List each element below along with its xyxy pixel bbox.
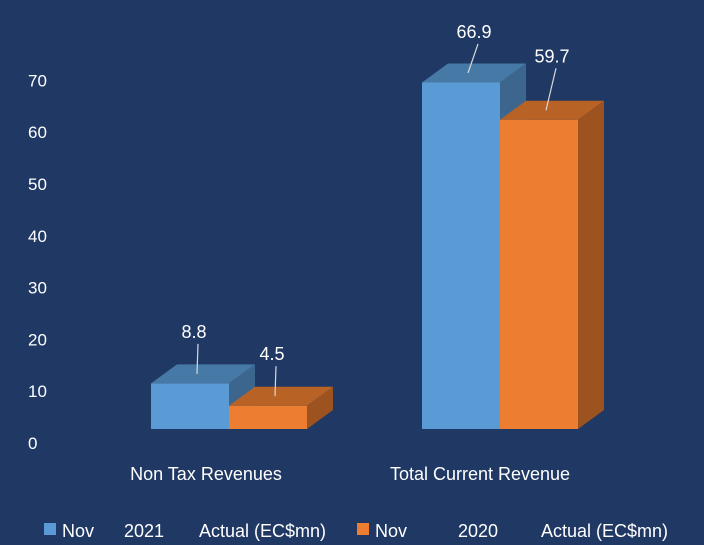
bar-top	[151, 364, 255, 384]
bars	[151, 43, 604, 429]
bar	[500, 100, 604, 429]
y-tick-label: 50	[28, 175, 47, 194]
data-label: 59.7	[534, 46, 569, 66]
legend-label-part: 2021	[124, 521, 164, 541]
legend-label-part: Actual (EC$mn)	[199, 521, 326, 541]
bar-side	[578, 100, 604, 429]
y-tick-label: 70	[28, 71, 47, 90]
bar-side	[307, 386, 333, 429]
data-label: 66.9	[456, 22, 491, 42]
bar-front	[229, 405, 307, 429]
y-tick-label: 20	[28, 330, 47, 349]
y-tick-label: 10	[28, 382, 47, 401]
bar	[229, 386, 333, 429]
legend-label: Nov 2021 Actual (EC$mn)	[62, 521, 326, 541]
data-labels: 8.8 4.5 66.9 59.7	[181, 22, 569, 364]
bar-top	[422, 63, 526, 83]
bar-front	[151, 383, 229, 429]
legend-label-part: Nov	[62, 521, 94, 541]
legend-swatch	[357, 523, 369, 535]
x-axis: Non Tax Revenues Total Current Revenue	[130, 464, 570, 484]
bar-front	[422, 82, 500, 429]
data-label-leader-line	[196, 343, 199, 374]
legend-swatch	[44, 523, 56, 535]
y-tick-label: 0	[28, 434, 37, 453]
data-label-leader-line	[545, 68, 557, 111]
x-category-label: Non Tax Revenues	[130, 464, 282, 484]
data-label-leader-line	[467, 43, 479, 74]
y-tick-label: 60	[28, 123, 47, 142]
legend-label-part: 2020	[458, 521, 498, 541]
bar-top	[229, 386, 333, 406]
data-label-leader-line	[274, 366, 277, 397]
y-tick-label: 30	[28, 279, 47, 298]
bar-front	[500, 119, 578, 429]
legend: Nov 2021 Actual (EC$mn) Nov 2020 Actual …	[44, 521, 668, 541]
data-label: 4.5	[259, 344, 284, 364]
legend-label: Nov 2020 Actual (EC$mn)	[375, 521, 668, 541]
y-axis: 0 10 20 30 40 50 60 70	[28, 71, 47, 453]
bar-top	[500, 100, 604, 120]
legend-label-part: Actual (EC$mn)	[541, 521, 668, 541]
x-category-label: Total Current Revenue	[390, 464, 570, 484]
data-label: 8.8	[181, 322, 206, 342]
y-tick-label: 40	[28, 227, 47, 246]
legend-label-part: Nov	[375, 521, 407, 541]
